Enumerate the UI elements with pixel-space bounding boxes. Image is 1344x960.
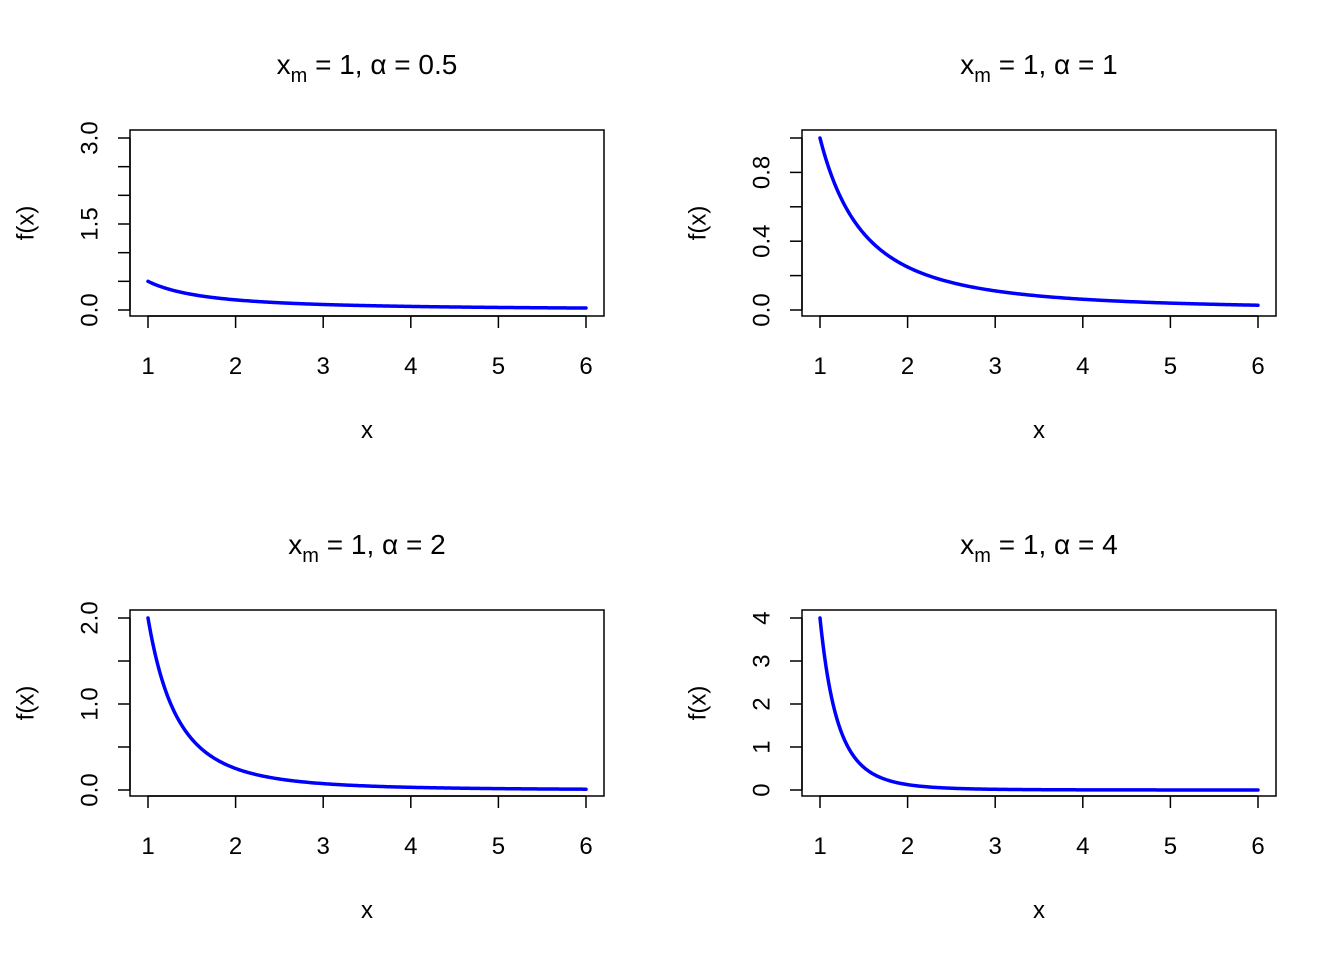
y-tick-label: 0.4 — [749, 225, 776, 258]
title-params: = 1, α = 4 — [991, 529, 1118, 560]
x-tick-label: 2 — [901, 353, 914, 380]
y-tick-label: 0.0 — [77, 773, 104, 806]
plot-frame — [801, 129, 1277, 317]
y-tick-label: 3.0 — [77, 121, 104, 154]
x-tick-label: 6 — [579, 833, 592, 860]
x-tick-label: 2 — [229, 833, 242, 860]
title-params: = 1, α = 2 — [319, 529, 446, 560]
y-tick-label: 1 — [749, 740, 776, 753]
series-line — [818, 136, 1260, 307]
x-tick-label: 6 — [579, 353, 592, 380]
plot-frame — [129, 609, 605, 797]
panel-title: xm = 1, α = 4 — [960, 529, 1117, 567]
title-subscript: m — [974, 545, 991, 567]
x-tick-label: 2 — [901, 833, 914, 860]
x-tick-label: 3 — [317, 833, 330, 860]
x-tick-label: 4 — [1076, 353, 1089, 380]
y-axis-label: f(x) — [685, 686, 712, 721]
x-tick-label: 4 — [404, 353, 417, 380]
x-tick-label: 5 — [1164, 833, 1177, 860]
x-axis-label: x — [361, 417, 373, 444]
title-subscript: m — [974, 65, 991, 87]
y-tick-label: 2.0 — [77, 601, 104, 634]
panel-1: xm = 1, α = 0.51 2 3 4 5 60.01.53.0xf(x) — [13, 49, 605, 444]
y-tick-label: 1.5 — [77, 207, 104, 240]
series-line — [146, 616, 588, 791]
x-tick-label: 2 — [229, 353, 242, 380]
x-tick-label: 1 — [813, 353, 826, 380]
y-axis-label: f(x) — [13, 686, 40, 721]
title-variable: x — [960, 49, 974, 80]
y-tick-label: 3 — [749, 654, 776, 667]
x-tick-label: 4 — [1076, 833, 1089, 860]
y-tick-label: 0.8 — [749, 156, 776, 189]
title-subscript: m — [302, 545, 319, 567]
y-tick-label: 0.0 — [77, 293, 104, 326]
panel-2: xm = 1, α = 11 2 3 4 5 60.00.40.8xf(x) — [685, 49, 1277, 444]
x-tick-label: 1 — [141, 353, 154, 380]
y-tick-label: 0 — [749, 783, 776, 796]
series-line — [818, 616, 1260, 792]
x-axis-label: x — [1033, 897, 1045, 924]
x-tick-label: 1 — [813, 833, 826, 860]
panel-3: xm = 1, α = 21 2 3 4 5 60.01.02.0xf(x) — [13, 529, 605, 924]
panel-title: xm = 1, α = 1 — [960, 49, 1117, 87]
x-tick-label: 5 — [492, 353, 505, 380]
x-tick-label: 3 — [989, 353, 1002, 380]
x-axis-label: x — [361, 897, 373, 924]
title-variable: x — [288, 529, 302, 560]
x-tick-label: 6 — [1251, 833, 1264, 860]
title-variable: x — [960, 529, 974, 560]
x-tick-label: 3 — [989, 833, 1002, 860]
y-axis-label: f(x) — [13, 206, 40, 241]
x-axis-label: x — [1033, 417, 1045, 444]
plot-frame — [129, 129, 605, 317]
panel-title: xm = 1, α = 2 — [288, 529, 445, 567]
x-tick-label: 5 — [492, 833, 505, 860]
y-axis-label: f(x) — [685, 206, 712, 241]
series-line — [146, 279, 588, 310]
x-tick-label: 4 — [404, 833, 417, 860]
y-tick-label: 4 — [749, 611, 776, 624]
y-tick-label: 0.0 — [749, 293, 776, 326]
title-params: = 1, α = 1 — [991, 49, 1118, 80]
y-tick-label: 2 — [749, 697, 776, 710]
x-tick-label: 3 — [317, 353, 330, 380]
y-tick-label: 1.0 — [77, 687, 104, 720]
title-params: = 1, α = 0.5 — [307, 49, 457, 80]
plot-frame — [801, 609, 1277, 797]
panel-title: xm = 1, α = 0.5 — [277, 49, 458, 87]
x-tick-label: 6 — [1251, 353, 1264, 380]
title-variable: x — [277, 49, 291, 80]
x-tick-label: 5 — [1164, 353, 1177, 380]
x-tick-label: 1 — [141, 833, 154, 860]
title-subscript: m — [291, 65, 308, 87]
